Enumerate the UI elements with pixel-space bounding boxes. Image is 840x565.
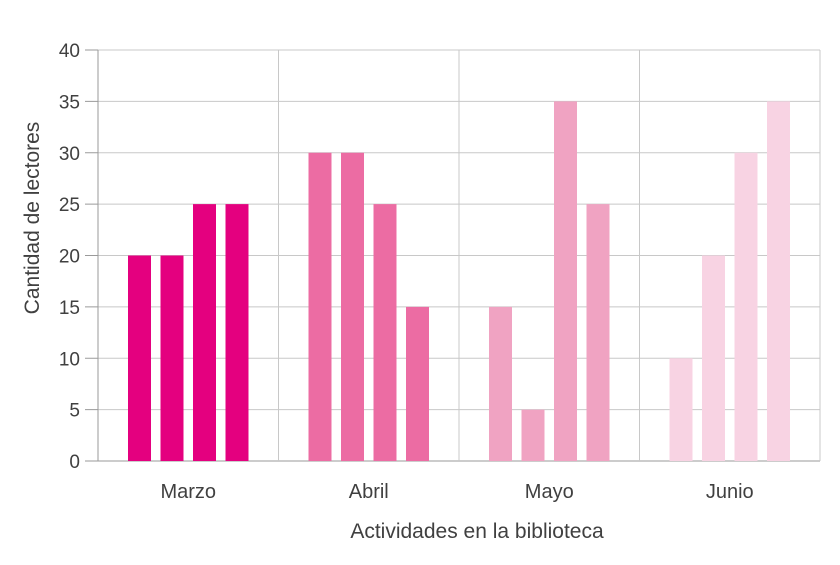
y-tick-label-15: 15 bbox=[59, 298, 80, 319]
category-label-junio: Junio bbox=[706, 481, 754, 503]
category-label-mayo: Mayo bbox=[525, 481, 574, 503]
bars bbox=[128, 101, 790, 461]
bar-mayo-3 bbox=[554, 101, 577, 461]
y-tick-label-30: 30 bbox=[59, 144, 80, 165]
y-tick-label-10: 10 bbox=[59, 349, 80, 370]
bar-junio-3 bbox=[734, 152, 758, 461]
bar-mayo-2 bbox=[521, 409, 545, 461]
bar-abril-1 bbox=[308, 152, 332, 461]
category-labels: Marzo Abril Mayo Junio bbox=[160, 481, 753, 503]
y-tick-label-0: 0 bbox=[69, 452, 80, 473]
bar-marzo-4 bbox=[225, 204, 249, 461]
bar-mayo-4 bbox=[586, 204, 610, 461]
bar-marzo-3 bbox=[193, 204, 216, 461]
y-tick-label-35: 35 bbox=[59, 92, 80, 113]
bar-junio-1 bbox=[669, 358, 693, 461]
bar-marzo-1 bbox=[128, 255, 151, 461]
y-tick-label-25: 25 bbox=[59, 195, 80, 216]
bar-marzo-2 bbox=[160, 255, 184, 461]
y-tick-label-5: 5 bbox=[69, 401, 80, 422]
y-tick-label-40: 40 bbox=[59, 41, 80, 62]
bar-abril-2 bbox=[341, 152, 364, 461]
bar-junio-4 bbox=[767, 101, 790, 461]
bar-mayo-1 bbox=[489, 306, 512, 461]
y-tick-labels: 0 5 10 15 20 25 30 35 40 bbox=[59, 41, 80, 473]
y-axis-title: Cantidad de lectores bbox=[21, 122, 44, 315]
bar-abril-3 bbox=[373, 204, 397, 461]
bar-junio-2 bbox=[702, 255, 725, 461]
category-label-abril: Abril bbox=[349, 481, 389, 503]
grid bbox=[85, 49, 821, 462]
y-tick-label-20: 20 bbox=[59, 247, 80, 268]
bar-abril-4 bbox=[406, 306, 429, 461]
category-label-marzo: Marzo bbox=[160, 481, 216, 503]
x-axis-title: Actividades en la biblioteca bbox=[350, 520, 604, 543]
